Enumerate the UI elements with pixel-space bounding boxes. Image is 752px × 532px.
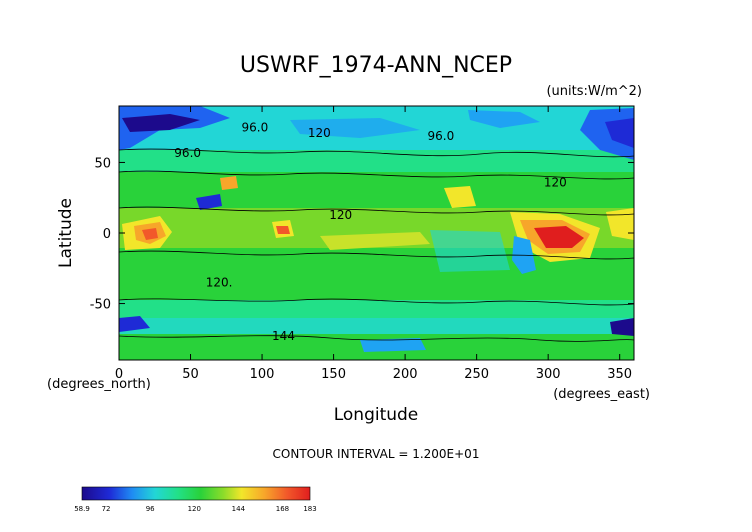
arctic-deep-east (605, 118, 634, 148)
y-axis-ticks: 50 0 -50 (90, 156, 634, 313)
y-tick-label--50: -50 (90, 298, 111, 313)
tibet-blue (196, 194, 222, 210)
colorbar-label-1: 72 (102, 505, 111, 513)
southern-ocean-blue-west (119, 316, 150, 332)
contour-label-0: 96.0 (242, 120, 269, 134)
colorbar-label-2: 96 (146, 505, 155, 513)
africa-red (142, 228, 158, 240)
southern-ocean-blue-east (610, 318, 634, 336)
x-tick-label-250: 250 (464, 367, 489, 382)
contour-line-1 (119, 148, 634, 158)
asia-orange (276, 226, 290, 234)
y-tick-label-50: 50 (94, 156, 111, 171)
y-axis-title: Latitude (56, 198, 76, 268)
contour-label-4: 120 (329, 208, 352, 222)
himalaya-orange (220, 176, 238, 190)
colorbar-label-6: 183 (303, 505, 316, 513)
x-tick-label-300: 300 (536, 367, 561, 382)
contour-line-3 (119, 206, 634, 216)
contour-line-2 (119, 170, 634, 180)
colorbar-label-0: 58.9 (74, 505, 90, 513)
contour-labels: 96.0 96.0 96.0 120 120 120 120. 144 (174, 120, 566, 343)
contour-interval-label: CONTOUR INTERVAL = 1.200E+01 (273, 447, 480, 461)
x-axis-ticks: 0 50 100 150 200 250 300 350 (115, 106, 632, 382)
colorbar-label-5: 168 (276, 505, 289, 513)
x-axis-title: Longitude (334, 405, 419, 425)
contour-lines (119, 148, 634, 342)
arctic-deep-west (122, 114, 200, 132)
y-tick-label-0: 0 (103, 227, 111, 242)
contour-label-6: 120. (206, 276, 233, 290)
plot-area (119, 106, 634, 360)
band-north-teal (119, 150, 634, 172)
chart-title: USWRF_1974-ANN_NCEP (240, 53, 512, 78)
southern-ocean-cyan (360, 338, 426, 352)
colorbar (81, 486, 311, 501)
contour-label-5: 120 (308, 126, 331, 140)
east-pacific-yellow (606, 208, 634, 240)
x-tick-label-0: 0 (115, 367, 123, 382)
contour-label-1: 96.0 (174, 146, 201, 160)
x-tick-label-150: 150 (321, 367, 346, 382)
contour-line-5 (119, 298, 634, 306)
contour-label-3: 120 (544, 175, 567, 189)
colorbar-label-3: 120 (188, 505, 201, 513)
greenland-blue (468, 110, 540, 128)
x-unit-label: (degrees_east) (553, 387, 650, 402)
x-tick-label-100: 100 (250, 367, 275, 382)
atlantic-yellow (444, 186, 476, 208)
band-south-cyan (119, 318, 634, 334)
contour-label-2: 96.0 (428, 129, 455, 143)
south-pacific-cyan (430, 230, 510, 272)
contour-line-4 (119, 250, 634, 260)
north-pacific-blue (290, 118, 420, 138)
units-label: (units:W/m^2) (546, 84, 642, 99)
contour-label-7: 144 (272, 329, 295, 343)
x-tick-label-200: 200 (393, 367, 418, 382)
colorbar-label-4: 144 (232, 505, 246, 513)
y-unit-label: (degrees_north) (47, 377, 151, 392)
south-america-red (534, 226, 584, 248)
x-tick-label-50: 50 (182, 367, 199, 382)
x-tick-label-350: 350 (607, 367, 632, 382)
colorbar-labels: 58.9 72 96 120 144 168 183 (74, 505, 316, 513)
contour-line-6 (119, 335, 634, 342)
pacific-yellow-band (320, 232, 430, 250)
